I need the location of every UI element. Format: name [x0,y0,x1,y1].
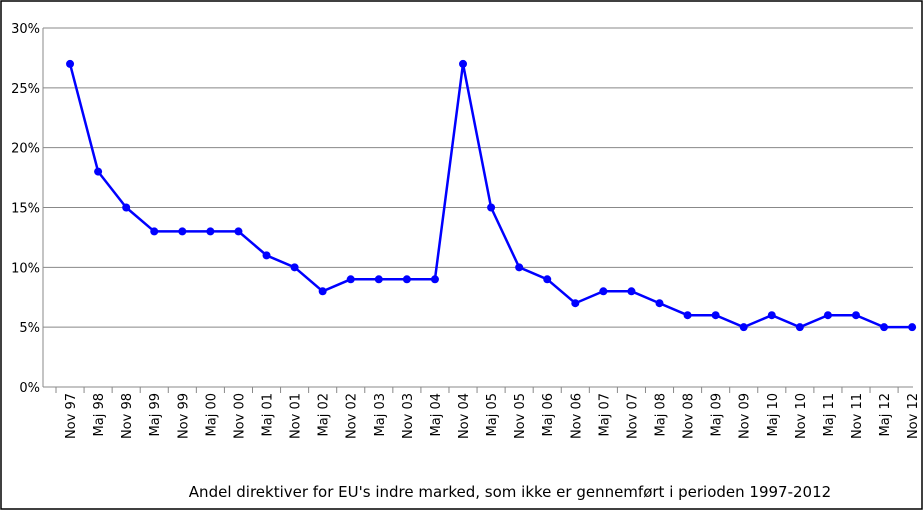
x-tick-label: Maj 05 [485,393,500,436]
x-tick-label: Maj 03 [373,393,388,436]
point [459,59,468,68]
y-tick-label: 30% [11,22,40,37]
point [739,323,748,332]
point [908,323,917,332]
x-tick-label: Nov 98 [120,393,135,439]
x-tick-label: Nov 97 [64,393,79,439]
x-tick-label: Maj 99 [148,393,163,436]
point [374,275,383,284]
x-tick-label: Nov 04 [457,393,472,439]
point [178,227,187,236]
y-tick-label: 0% [19,381,40,396]
point [515,263,524,272]
x-tick-label: Maj 06 [541,393,556,436]
point [683,311,692,320]
x-tick-label: Maj 09 [710,393,725,436]
x-tick-label: Nov 03 [401,393,416,439]
x-tick-label: Maj 10 [766,393,781,436]
y-tick-label: 25% [11,82,40,97]
x-tick-label: Maj 08 [654,393,669,436]
x-tick-label: Nov 01 [289,393,304,439]
point [599,287,608,296]
point [150,227,159,236]
point [543,275,552,284]
point [571,299,580,308]
x-tick-label: Maj 98 [92,393,107,436]
y-tick-label: 10% [11,261,40,276]
point [318,287,327,296]
x-tick-label: Nov 05 [513,393,528,439]
point [402,275,411,284]
x-tick-label: Maj 04 [429,393,444,436]
point [346,275,355,284]
point [795,323,804,332]
point [767,311,776,320]
x-tick-label: Nov 09 [738,393,753,439]
y-tick-label: 15% [11,202,40,217]
point [430,275,439,284]
x-tick-label: Nov 07 [625,393,640,439]
x-tick-label: Nov 11 [850,393,865,439]
point [122,203,131,212]
y-tick-label: 5% [19,321,40,336]
point [66,59,75,68]
chart-title: Andel direktiver for EU's indre marked, … [189,483,831,501]
point [851,311,860,320]
point [262,251,271,260]
point [487,203,496,212]
x-tick-label: Nov 06 [569,393,584,439]
x-tick-label: Nov 02 [345,393,360,439]
x-tick-label: Nov 10 [794,393,809,439]
x-tick-label: Maj 12 [878,393,893,436]
point [234,227,243,236]
x-tick-label: Maj 01 [261,393,276,436]
point [627,287,636,296]
x-tick-label: Nov 12 [906,393,921,439]
x-tick-label: Nov 08 [682,393,697,439]
x-tick-label: Maj 00 [204,393,219,436]
x-tick-label: Maj 11 [822,393,837,436]
point [823,311,832,320]
x-tick-label: Maj 07 [597,393,612,436]
point [290,263,299,272]
point [880,323,889,332]
x-tick-label: Maj 02 [317,393,332,436]
point [711,311,720,320]
point [94,167,103,176]
x-tick-label: Nov 00 [232,393,247,439]
y-tick-label: 20% [11,142,40,157]
x-tick-label: Nov 99 [176,393,191,439]
point [206,227,215,236]
point [655,299,664,308]
